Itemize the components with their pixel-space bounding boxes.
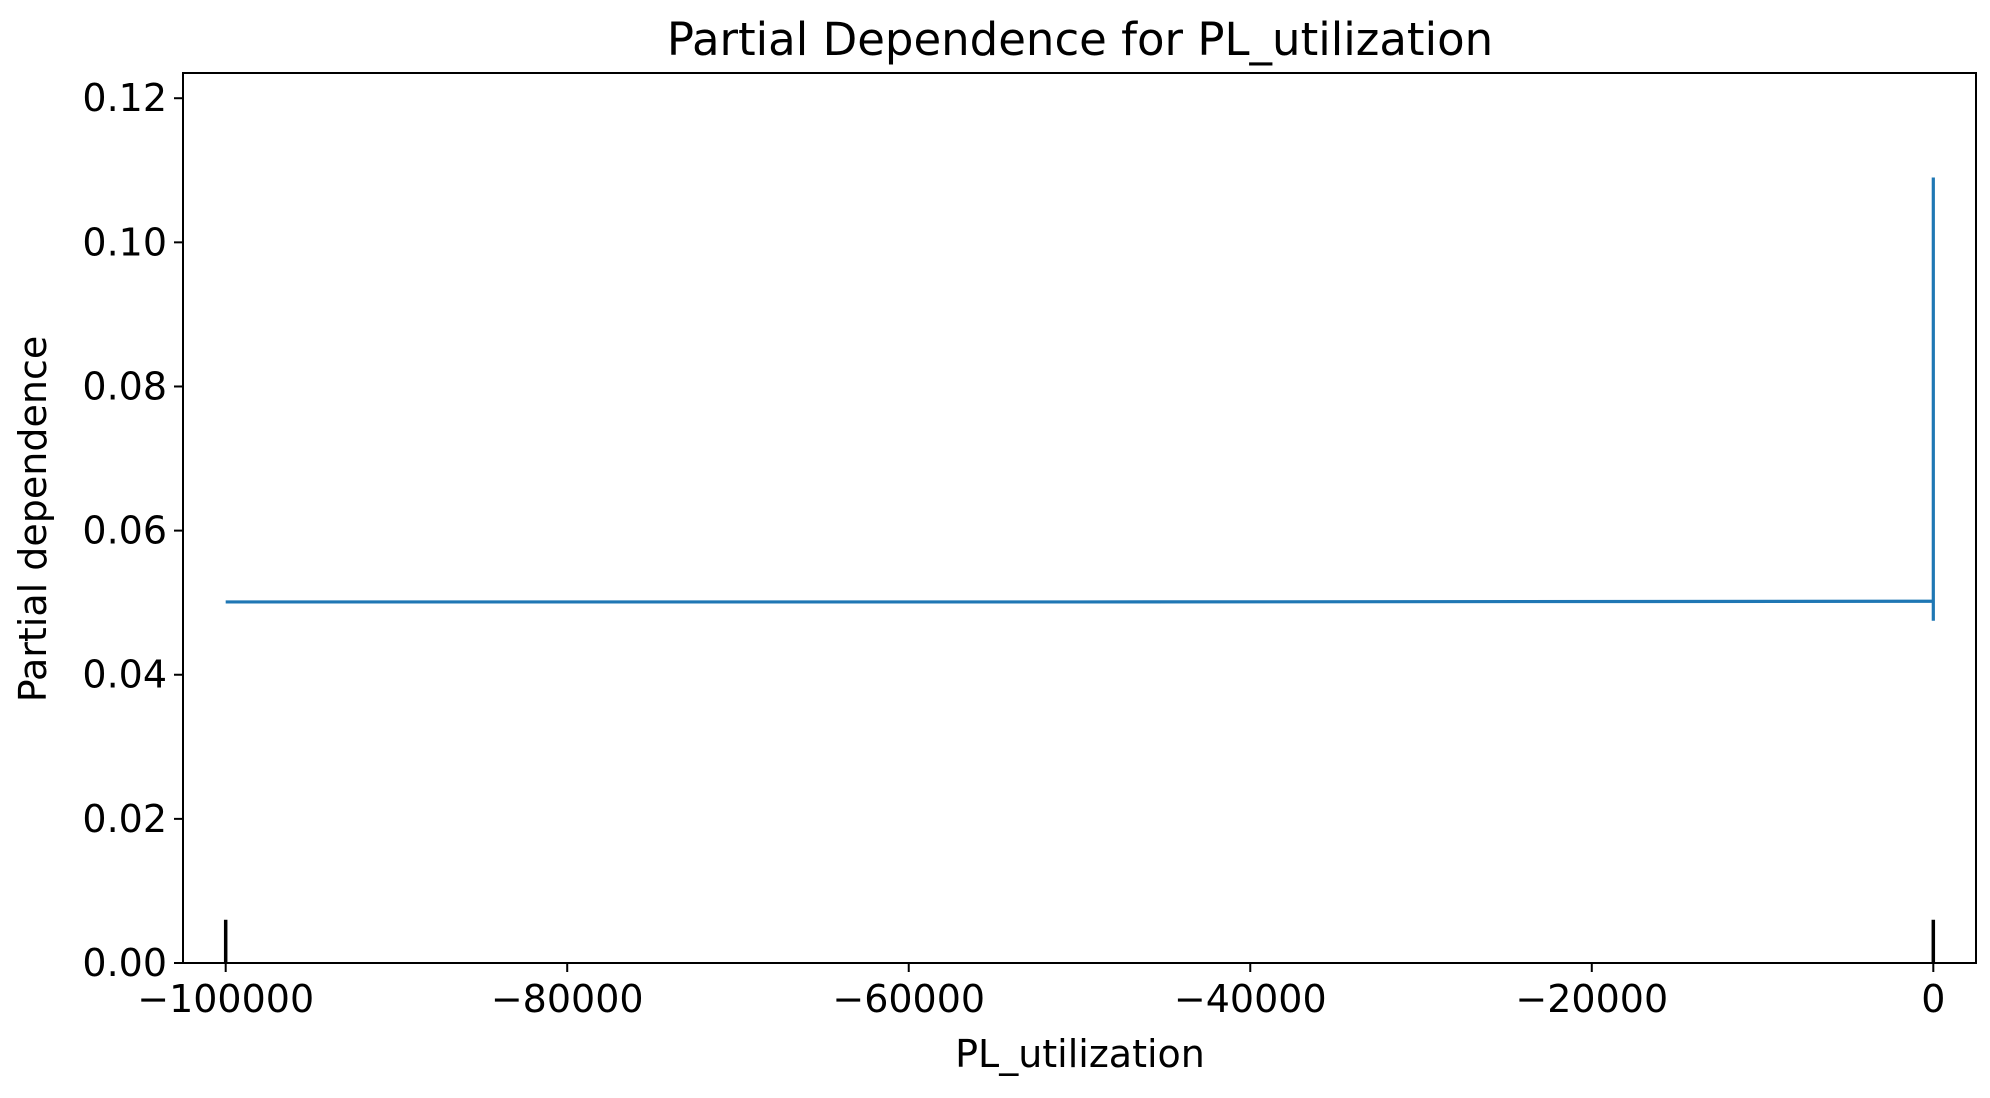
x-tick-label-3: −40000: [1174, 977, 1327, 1021]
series-line-0: [225, 177, 1935, 621]
y-axis: 0.00 0.02 0.04 0.06 0.08 0.10 0.12: [82, 76, 183, 985]
y-tick-label-4: 0.08: [82, 364, 167, 408]
x-tick-label-5: 0: [1921, 977, 1945, 1021]
y-axis-label: Partial dependence: [11, 336, 55, 702]
x-axis-label: PL_utilization: [955, 1032, 1205, 1076]
x-tick-label-1: −80000: [491, 977, 644, 1021]
y-tick-label-6: 0.12: [82, 76, 167, 120]
chart-title: Partial Dependence for PL_utilization: [667, 13, 1493, 66]
x-tick-label-2: −60000: [832, 977, 985, 1021]
plot-area: [223, 177, 1936, 963]
x-tick-label-0: −100000: [137, 977, 314, 1021]
axes-frame: [182, 72, 1977, 964]
x-tick-label-4: −20000: [1515, 977, 1668, 1021]
y-tick-label-5: 0.10: [82, 220, 167, 264]
y-tick-label-1: 0.02: [82, 797, 167, 841]
x-axis: −100000 −80000 −60000 −40000 −20000 0: [137, 963, 1945, 1021]
y-tick-label-0: 0.00: [82, 941, 167, 985]
y-tick-label-2: 0.04: [82, 653, 167, 697]
y-tick-label-3: 0.06: [82, 509, 167, 553]
